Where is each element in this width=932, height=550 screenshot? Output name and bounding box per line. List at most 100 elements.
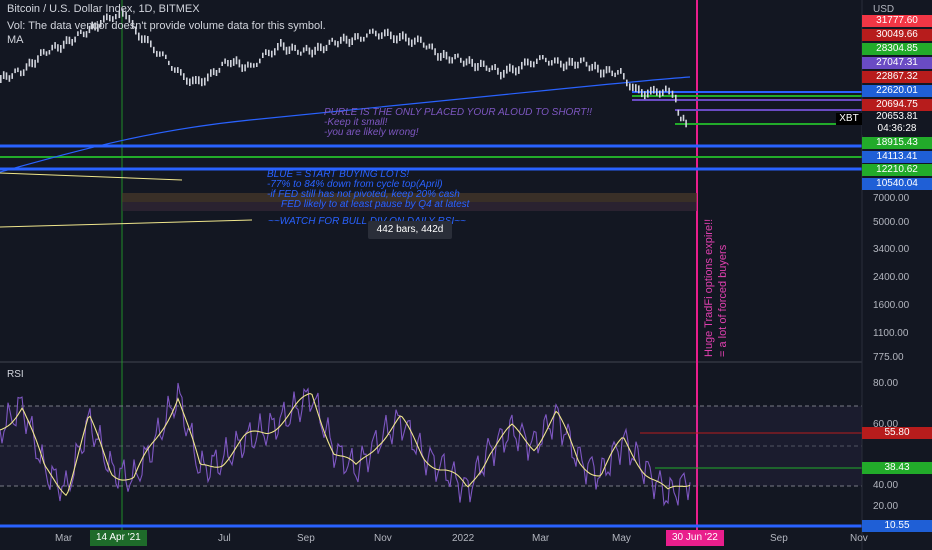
candle: [74, 36, 76, 43]
candle: [390, 31, 392, 40]
candle: [405, 33, 407, 42]
candle: [521, 61, 523, 70]
candle: [518, 66, 520, 74]
candle: [297, 49, 299, 55]
candle: [302, 47, 305, 53]
candle: [425, 45, 428, 50]
candle: [623, 73, 625, 80]
candle: [322, 46, 325, 54]
candle: [227, 60, 229, 67]
candle: [671, 90, 674, 98]
candle: [474, 63, 476, 72]
candle: [357, 33, 359, 40]
candle: [100, 20, 102, 28]
scale-label-775: 775.00: [873, 352, 904, 363]
x-label-sep: Sep: [297, 533, 315, 544]
blue-note[interactable]: BLUE = START BUYING LOTS! -77% to 84% do…: [267, 170, 469, 210]
candle: [482, 60, 485, 67]
candle: [387, 28, 389, 36]
rsi-box-55: 55.80: [862, 427, 932, 439]
candle: [480, 59, 482, 67]
candle: [198, 76, 200, 85]
candle: [238, 59, 241, 68]
rsi-scale-20: 20.00: [873, 501, 899, 512]
candle: [77, 31, 79, 36]
candle: [408, 37, 410, 46]
candle: [445, 51, 448, 60]
candle: [611, 70, 613, 77]
candle: [325, 44, 328, 51]
candle: [125, 11, 127, 20]
rsi-line[interactable]: [0, 382, 691, 507]
price-box-4: 22867.32: [862, 71, 932, 83]
candle: [675, 94, 677, 103]
options-note-2[interactable]: = a lot of forced buyers: [717, 244, 729, 357]
candle: [218, 67, 221, 73]
x-label-start: 14 Apr '21: [90, 530, 147, 546]
symbol-badge: XBT: [836, 113, 862, 125]
candle: [617, 70, 619, 75]
trendline-upper[interactable]: [0, 172, 183, 181]
candle: [396, 35, 398, 44]
candle: [491, 65, 493, 71]
watch-note[interactable]: ~~WATCH FOR BULL DIV ON DAILY RSI~~: [268, 216, 466, 227]
moving-average-line[interactable]: [0, 76, 691, 173]
blue-note-line-3: -if FED still has not pivoted, keep 20% …: [267, 189, 460, 200]
scale-label-5000: 5000.00: [873, 217, 910, 228]
candle: [60, 45, 62, 53]
candle: [232, 58, 235, 66]
candle: [440, 52, 442, 61]
candle: [497, 67, 499, 75]
candle: [428, 43, 431, 49]
price-candles[interactable]: [0, 9, 687, 128]
zone-upper[interactable]: [122, 193, 697, 202]
options-note-1[interactable]: Huge TradFi options expire!!: [703, 218, 715, 357]
chart-title: Bitcoin / U.S. Dollar Index, 1D, BITMEX: [7, 3, 200, 15]
candle: [434, 48, 436, 56]
candle: [250, 62, 252, 68]
candle: [629, 83, 631, 91]
candle: [57, 44, 59, 52]
candle: [662, 89, 664, 96]
rsi-title[interactable]: RSI: [7, 369, 24, 380]
candle: [259, 58, 261, 64]
scale-label-3400: 3400.00: [873, 244, 910, 255]
candle: [682, 114, 685, 122]
candle: [210, 69, 212, 77]
blue-note-line-4: FED likely to at least pause by Q4 at la…: [281, 199, 470, 210]
purple-note[interactable]: PURLE IS THE ONLY PLACED YOUR ALOUD TO S…: [324, 108, 592, 138]
candle: [115, 14, 117, 20]
candle: [138, 32, 140, 41]
candle: [17, 67, 19, 73]
candle: [560, 60, 562, 68]
candle: [685, 119, 687, 128]
rsi-ma-line[interactable]: [0, 393, 691, 497]
price-box-6: 20694.75: [862, 99, 932, 111]
candle: [354, 33, 356, 41]
candle: [457, 53, 459, 58]
bar-countdown: 04:36:28: [877, 123, 917, 134]
candle: [641, 89, 643, 98]
ma-legend[interactable]: MA: [7, 34, 24, 46]
candle: [342, 33, 345, 42]
candle: [381, 32, 383, 39]
candle: [548, 60, 550, 66]
candle: [274, 48, 276, 56]
candle: [54, 42, 56, 49]
candle: [337, 41, 339, 48]
candle: [294, 44, 296, 51]
candle: [288, 46, 291, 54]
candle: [420, 36, 422, 43]
current-price-value: 20653.81: [876, 111, 918, 122]
candle: [448, 56, 451, 64]
candle: [14, 68, 16, 74]
candle: [0, 75, 2, 83]
zone-lower[interactable]: [122, 202, 697, 211]
x-label-end: 30 Jun '22: [666, 530, 724, 546]
candle: [51, 44, 53, 51]
candle: [372, 28, 374, 34]
trendline-lower[interactable]: [0, 219, 253, 228]
candle: [253, 63, 255, 68]
rsi-scale-80: 80.00: [873, 378, 899, 389]
